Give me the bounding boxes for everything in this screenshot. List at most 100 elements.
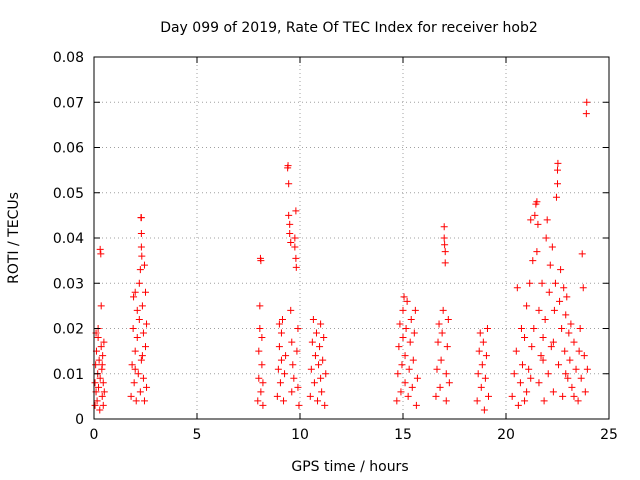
data-point [321,401,329,409]
data-point [393,397,401,405]
data-point [280,397,288,405]
data-point [526,279,534,287]
data-point [129,325,137,332]
data-point [555,361,563,369]
data-point [259,401,267,409]
data-point [292,254,300,262]
data-point [94,334,102,342]
grid-lines [94,57,609,419]
data-point [137,243,145,251]
data-point [576,325,584,332]
data-point [320,334,328,342]
plot-frame [93,56,610,420]
y-tick-label: 0.05 [53,186,84,202]
data-point [560,284,568,292]
data-point [286,220,294,228]
data-point [483,325,491,332]
data-point [528,343,536,351]
data-point [566,356,574,364]
data-point [98,392,106,400]
y-axis-label: ROTI / TECUs [6,192,22,284]
data-point [277,356,285,364]
data-point [513,284,521,292]
data-point [534,220,542,228]
data-point [535,379,543,387]
data-point [98,361,106,369]
data-point [508,392,516,400]
data-point [551,279,559,287]
x-tick-label: 15 [394,427,412,443]
data-point [99,352,107,360]
data-point [136,388,144,396]
data-point [554,159,562,167]
data-point [288,388,296,396]
data-point [542,234,550,242]
y-tick-label: 0.03 [53,276,84,292]
data-point [407,315,415,323]
data-point [481,374,489,382]
data-point [130,379,138,387]
axis-ticks: 0 5 10 15 20 25 0 0.01 0.02 0.03 0.04 0.05 0.06 0.07 0… [53,50,618,443]
data-point [137,229,145,237]
data-point [399,334,407,342]
data-points [91,98,591,414]
y-tick-label: 0.06 [53,141,84,157]
data-point [308,338,316,346]
data-point [310,379,318,387]
data-point [142,343,149,351]
data-point [403,297,411,305]
data-point [96,406,104,414]
data-point [441,241,449,249]
data-point [134,370,142,378]
data-point [95,383,103,391]
data-point [99,379,107,387]
data-point [306,392,314,400]
data-point [564,374,572,382]
data-point [132,397,140,405]
data-point [408,383,416,391]
data-point [543,216,551,224]
data-point [444,315,452,323]
data-point [433,365,441,373]
data-point [97,302,105,310]
data-point [411,306,419,314]
data-point [554,180,561,188]
data-point [128,361,136,369]
data-point [140,397,148,405]
data-point [529,257,537,265]
data-point [562,311,570,319]
data-point [136,266,144,274]
data-point [317,320,325,328]
data-point [309,315,317,323]
data-point [473,397,481,405]
data-point [525,365,533,373]
data-point [316,343,324,351]
data-point [518,361,526,369]
data-point [127,392,135,400]
data-point [477,383,485,391]
data-point [538,279,546,287]
x-tick-label: 10 [291,427,309,443]
data-point [138,352,146,360]
data-point [140,261,148,269]
data-point [131,288,139,296]
data-point [274,365,282,373]
data-point [404,392,412,400]
data-point [281,370,289,378]
data-point [131,347,139,355]
data-point [558,325,566,332]
data-point [137,356,145,364]
data-point [138,252,146,260]
data-point [395,343,403,351]
data-point [533,198,541,206]
data-point [577,374,585,382]
data-point [275,343,283,351]
data-point [575,347,583,355]
data-point [276,379,284,387]
data-point [574,397,582,405]
data-point [293,347,301,355]
data-point [255,374,263,382]
data-point [282,352,290,360]
data-point [291,234,299,242]
